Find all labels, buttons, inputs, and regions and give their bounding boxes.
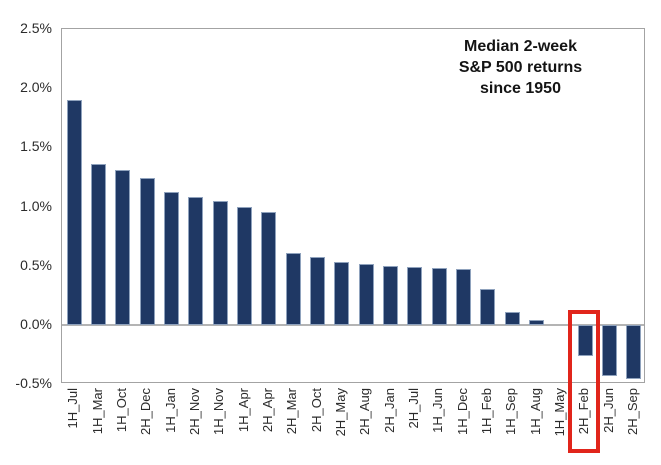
x-tick-label: 2H_Jul — [405, 388, 421, 429]
bar-1H_Mar — [91, 163, 106, 325]
y-tick-label: 2.5% — [20, 20, 52, 36]
x-tick-label: 2H_Apr — [259, 388, 275, 433]
y-tick-label: 0.5% — [20, 256, 52, 273]
x-tick-label: 2H_Sep — [624, 388, 640, 435]
bar-2H_Aug — [358, 264, 374, 325]
zero-axis-line — [62, 323, 644, 326]
y-tick-label: 1.5% — [20, 138, 52, 155]
x-tick-label: 1H_Jun — [430, 388, 446, 433]
x-tick-label: 2H_Aug — [357, 388, 373, 435]
bar-1H_Sep — [504, 311, 520, 325]
x-tick-label: 1H_Feb — [478, 388, 494, 435]
bar-1H_Jul — [66, 100, 82, 325]
bar-2H_Dec — [139, 178, 155, 325]
x-tick-label: 1H_Aug — [527, 388, 543, 435]
chart-title: Median 2-week S&P 500 returns since 1950 — [418, 36, 623, 99]
bar-2H_May — [334, 262, 350, 325]
y-tick-label: 0.0% — [20, 315, 52, 332]
bar-1H_Jun — [431, 268, 447, 325]
x-tick-label: 1H_Dec — [454, 388, 470, 435]
x-tick-label: 2H_May — [332, 388, 348, 437]
bar-2H_Sep — [626, 324, 642, 380]
x-tick-label: 2H_Oct — [308, 388, 324, 433]
y-axis-tick-labels: 2.5% 2.0% 1.5% 1.0% 0.5% 0.0% -0.5% — [0, 0, 52, 465]
x-tick-label: 1H_Jan — [162, 388, 178, 433]
x-tick-label: 1H_Mar — [89, 388, 105, 435]
y-tick-label: -0.5% — [15, 375, 52, 391]
bar-2H_Nov — [188, 197, 204, 325]
bar-1H_Apr — [237, 206, 252, 325]
x-tick-label: 1H_Apr — [235, 388, 251, 433]
bar-2H_Feb — [577, 324, 593, 356]
x-tick-label: 1H_Nov — [211, 388, 227, 435]
x-tick-label: 2H_Nov — [186, 388, 202, 435]
bar-1H_Nov — [212, 200, 228, 325]
chart-title-line-2: S&P 500 returns — [458, 59, 583, 76]
bar-2H_Mar — [285, 252, 301, 325]
bar-1H_Feb — [480, 289, 496, 325]
x-tick-label: 2H_Dec — [138, 388, 154, 435]
bar-2H_Jan — [383, 265, 398, 325]
bar-2H_Jul — [407, 266, 423, 325]
y-tick-label: 2.0% — [20, 79, 52, 96]
x-tick-label: 2H_Jan — [381, 388, 397, 433]
x-tick-label: 2H_Jun — [600, 388, 616, 433]
chart-title-line-3: since 1950 — [480, 80, 561, 97]
chart-title-line-1: Median 2-week — [464, 38, 577, 55]
bar-1H_Jan — [164, 192, 179, 325]
bar-1H_Dec — [456, 269, 471, 325]
highlight-box — [568, 310, 601, 453]
x-tick-label: 1H_May — [551, 388, 567, 437]
bar-2H_Jun — [602, 324, 617, 376]
y-tick-label: 1.0% — [20, 197, 52, 214]
bar-1H_Aug — [529, 320, 544, 325]
bar-2H_Apr — [261, 212, 277, 325]
plot-area — [61, 28, 645, 383]
x-tick-label: 1H_Jul — [65, 388, 81, 429]
x-tick-label: 1H_Oct — [113, 388, 129, 433]
x-tick-label: 2H_Mar — [284, 388, 300, 435]
bar-2H_Oct — [310, 257, 325, 325]
bar-1H_Oct — [115, 169, 131, 325]
x-tick-label: 1H_Sep — [503, 388, 519, 435]
